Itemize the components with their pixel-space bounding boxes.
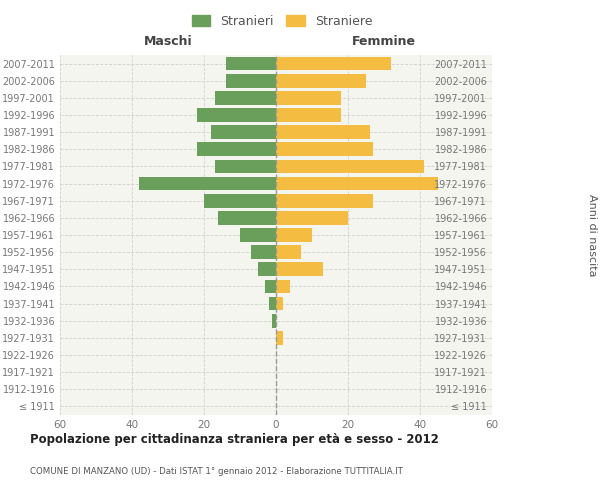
Bar xyxy=(276,228,312,242)
Bar xyxy=(218,211,276,224)
Bar xyxy=(240,228,276,242)
Bar xyxy=(276,126,370,139)
Bar xyxy=(272,314,276,328)
Bar xyxy=(276,211,348,224)
Bar xyxy=(276,56,391,70)
Bar xyxy=(276,142,373,156)
Bar xyxy=(276,160,424,173)
Bar xyxy=(276,331,283,344)
Bar xyxy=(197,142,276,156)
Bar xyxy=(197,108,276,122)
Text: Anni di nascita: Anni di nascita xyxy=(587,194,597,276)
Bar xyxy=(276,280,290,293)
Legend: Stranieri, Straniere: Stranieri, Straniere xyxy=(188,11,376,32)
Bar xyxy=(258,262,276,276)
Bar xyxy=(276,296,283,310)
Bar xyxy=(226,56,276,70)
Bar xyxy=(265,280,276,293)
Bar xyxy=(276,91,341,104)
Bar xyxy=(276,194,373,207)
Bar xyxy=(276,262,323,276)
Text: Femmine: Femmine xyxy=(352,35,416,48)
Bar xyxy=(215,91,276,104)
Text: Popolazione per cittadinanza straniera per età e sesso - 2012: Popolazione per cittadinanza straniera p… xyxy=(30,432,439,446)
Bar xyxy=(211,126,276,139)
Bar xyxy=(215,160,276,173)
Bar xyxy=(251,246,276,259)
Bar xyxy=(276,74,366,88)
Text: COMUNE DI MANZANO (UD) - Dati ISTAT 1° gennaio 2012 - Elaborazione TUTTITALIA.IT: COMUNE DI MANZANO (UD) - Dati ISTAT 1° g… xyxy=(30,468,403,476)
Bar xyxy=(204,194,276,207)
Bar xyxy=(139,176,276,190)
Bar xyxy=(226,74,276,88)
Text: Maschi: Maschi xyxy=(143,35,193,48)
Bar xyxy=(276,108,341,122)
Bar xyxy=(276,246,301,259)
Bar xyxy=(276,176,438,190)
Bar xyxy=(269,296,276,310)
